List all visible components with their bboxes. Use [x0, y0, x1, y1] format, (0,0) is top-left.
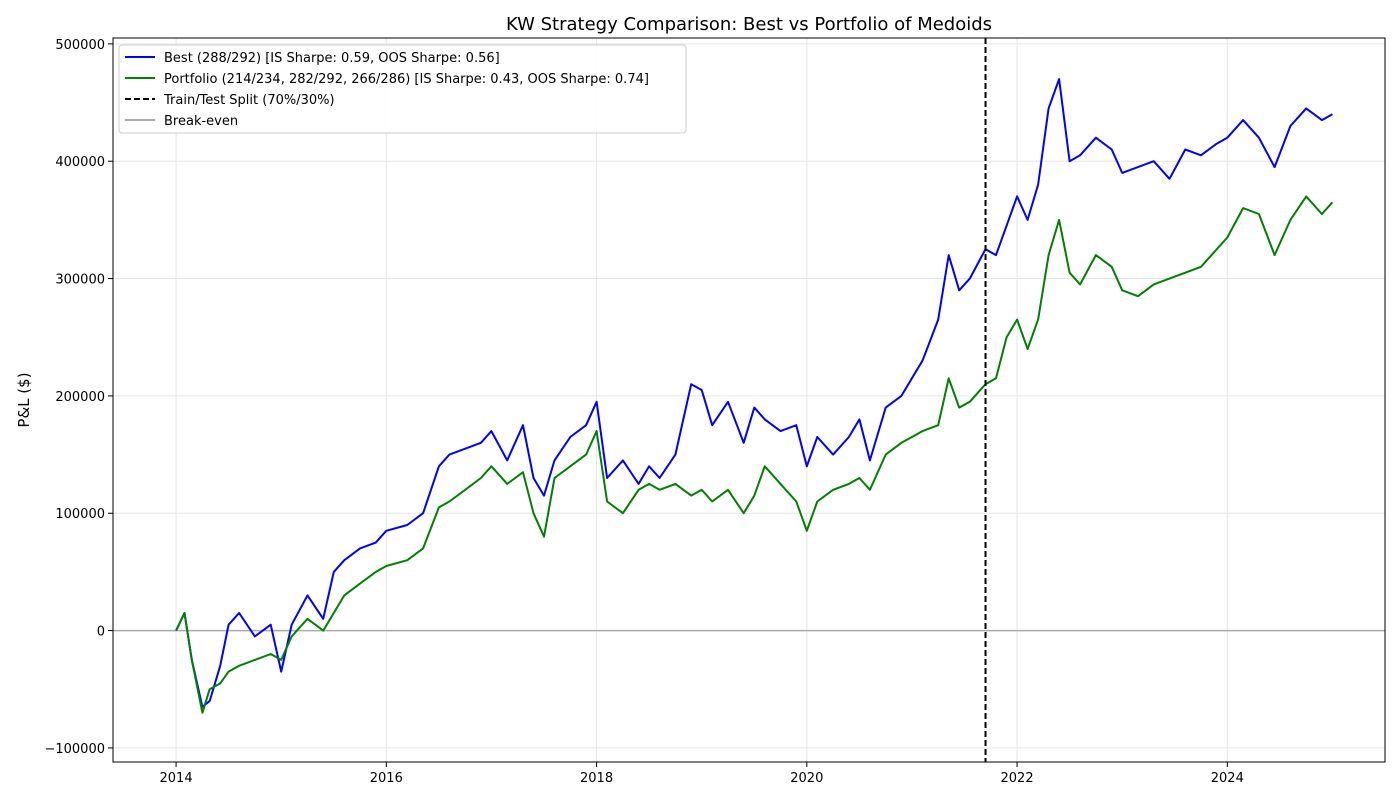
x-axis-ticks: 2014 2016 2018 2020 2022 2024	[160, 762, 1244, 786]
y-tick-label: 200000	[55, 390, 105, 405]
x-tick-label: 2020	[790, 771, 823, 786]
y-tick-label: 100000	[55, 507, 105, 522]
y-tick-label: 500000	[55, 38, 105, 53]
x-tick-label: 2022	[1001, 771, 1034, 786]
chart-title: KW Strategy Comparison: Best vs Portfoli…	[506, 14, 992, 35]
series-line-portfolio	[175, 195, 1334, 714]
legend: Best (288/292) [IS Sharpe: 0.59, OOS Sha…	[118, 44, 687, 134]
legend-label-break-even: Break-even	[164, 114, 238, 129]
legend-label-split: Train/Test Split (70%/30%)	[163, 93, 335, 108]
y-tick-label: 300000	[55, 273, 105, 288]
plot-frame	[112, 37, 1386, 763]
x-tick-label: 2024	[1211, 771, 1244, 786]
legend-label-portfolio: Portfolio (214/234, 282/292, 266/286) [I…	[164, 72, 649, 87]
y-axis-label: P&L ($)	[15, 372, 33, 427]
series-layer	[175, 78, 1334, 714]
y-axis-ticks: −100000 0 100000 200000 300000 400000 500000	[44, 38, 113, 757]
x-tick-label: 2016	[370, 771, 403, 786]
y-tick-label: −100000	[44, 742, 105, 757]
series-line-best	[175, 78, 1333, 708]
legend-label-best: Best (288/292) [IS Sharpe: 0.59, OOS Sha…	[164, 51, 500, 66]
y-tick-label: 0	[97, 625, 105, 640]
x-tick-label: 2014	[160, 771, 193, 786]
y-tick-label: 400000	[55, 155, 105, 170]
legend-box	[118, 44, 687, 134]
x-tick-label: 2018	[580, 771, 613, 786]
